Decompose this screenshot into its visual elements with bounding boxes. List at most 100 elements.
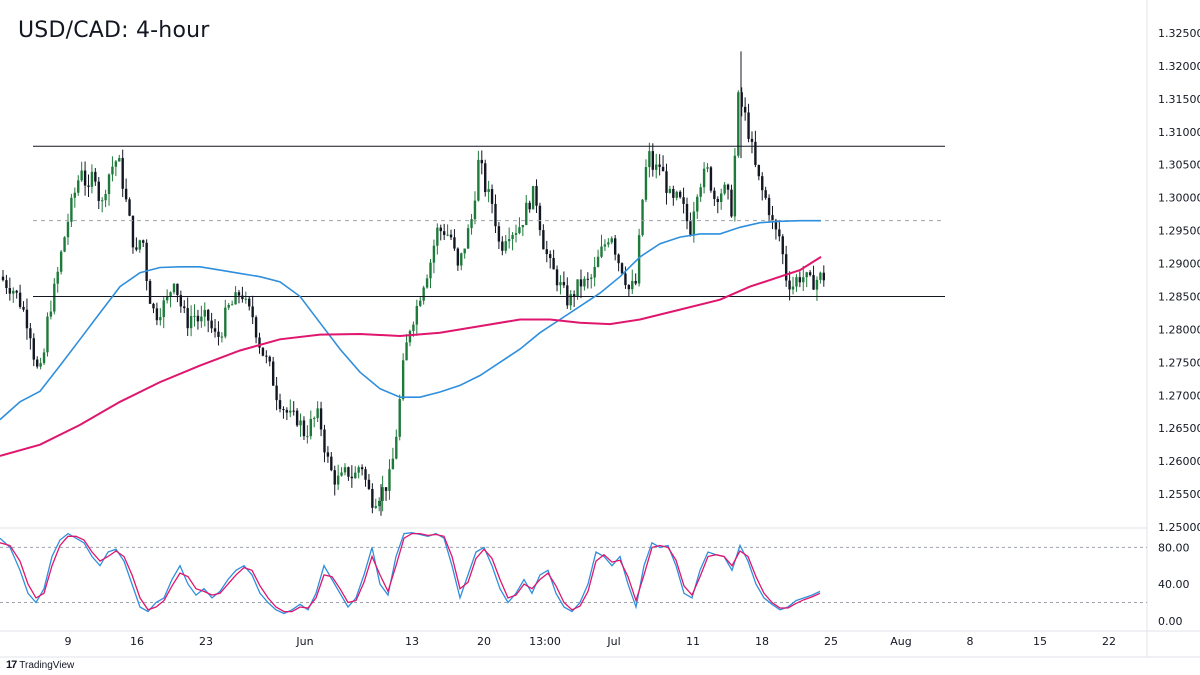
candle[interactable] <box>761 172 764 201</box>
candle[interactable] <box>80 161 83 182</box>
candle[interactable] <box>586 272 590 289</box>
candle[interactable] <box>613 235 617 261</box>
candle[interactable] <box>767 194 771 223</box>
candle[interactable] <box>658 154 661 176</box>
candle[interactable] <box>504 234 507 254</box>
candle[interactable] <box>56 267 59 293</box>
candle[interactable] <box>682 187 685 214</box>
candle[interactable] <box>644 159 648 203</box>
candle[interactable] <box>791 276 795 295</box>
brand-watermark[interactable]: 17 TradingView <box>6 659 74 671</box>
candle[interactable] <box>566 277 569 309</box>
candle[interactable] <box>213 319 217 338</box>
candle[interactable] <box>815 276 819 301</box>
candle[interactable] <box>497 222 501 250</box>
candle[interactable] <box>159 308 162 326</box>
candle[interactable] <box>405 333 408 361</box>
candle[interactable] <box>648 142 651 178</box>
candle[interactable] <box>364 466 367 487</box>
candle[interactable] <box>357 465 360 479</box>
candle[interactable] <box>319 401 323 437</box>
candle[interactable] <box>552 249 555 270</box>
candle[interactable] <box>788 271 791 301</box>
candle[interactable] <box>726 183 730 200</box>
candle[interactable] <box>685 197 689 230</box>
candle[interactable] <box>627 284 631 297</box>
candle[interactable] <box>747 103 750 143</box>
candle[interactable] <box>562 271 566 289</box>
candle[interactable] <box>189 305 193 337</box>
candle[interactable] <box>374 498 377 509</box>
candle[interactable] <box>607 238 610 248</box>
candle[interactable] <box>66 213 70 245</box>
candle[interactable] <box>90 164 94 194</box>
candle[interactable] <box>138 239 141 253</box>
candle[interactable] <box>743 97 747 121</box>
candle[interactable] <box>456 247 460 271</box>
candle[interactable] <box>651 143 654 177</box>
candle[interactable] <box>672 185 675 206</box>
candle[interactable] <box>32 333 35 367</box>
candle[interactable] <box>292 401 295 416</box>
candle[interactable] <box>531 185 535 210</box>
candle[interactable] <box>460 252 463 271</box>
candle[interactable] <box>798 271 802 288</box>
stoch-d-line[interactable] <box>0 532 821 613</box>
candle[interactable] <box>152 302 155 314</box>
candle[interactable] <box>227 302 230 310</box>
candle[interactable] <box>655 153 658 179</box>
candle[interactable] <box>87 174 90 198</box>
candle[interactable] <box>83 161 87 196</box>
candle[interactable] <box>675 190 678 201</box>
candle[interactable] <box>330 452 333 472</box>
candle[interactable] <box>230 300 234 306</box>
candle[interactable] <box>781 234 784 265</box>
candle[interactable] <box>241 286 244 303</box>
candle[interactable] <box>25 298 29 340</box>
candle[interactable] <box>391 447 395 470</box>
candle[interactable] <box>470 213 473 235</box>
stoch-k-line[interactable] <box>0 532 821 615</box>
candle[interactable] <box>97 176 100 210</box>
candle[interactable] <box>268 355 271 367</box>
candle[interactable] <box>593 257 596 287</box>
candle[interactable] <box>155 302 159 326</box>
candle[interactable] <box>737 90 740 158</box>
candle[interactable] <box>696 194 699 219</box>
candle[interactable] <box>248 296 251 311</box>
candle[interactable] <box>100 197 104 213</box>
candle[interactable] <box>8 277 12 301</box>
candle[interactable] <box>162 296 165 329</box>
candle[interactable] <box>278 393 282 413</box>
candle[interactable] <box>210 312 213 333</box>
candle[interactable] <box>802 266 805 291</box>
candle[interactable] <box>764 186 767 200</box>
candle[interactable] <box>224 299 227 339</box>
candle[interactable] <box>323 424 326 463</box>
candle[interactable] <box>439 224 442 241</box>
candle[interactable] <box>251 295 254 324</box>
candle[interactable] <box>316 401 319 423</box>
candle[interactable] <box>217 321 220 346</box>
candle[interactable] <box>36 356 39 369</box>
candle[interactable] <box>432 239 436 274</box>
candle[interactable] <box>333 465 336 496</box>
candle[interactable] <box>12 287 15 303</box>
candle[interactable] <box>446 224 449 237</box>
stochastic-pane[interactable] <box>0 532 1147 615</box>
candle[interactable] <box>128 197 131 217</box>
candle[interactable] <box>196 309 200 330</box>
candle[interactable] <box>819 271 822 284</box>
candle[interactable] <box>631 269 634 294</box>
candle[interactable] <box>757 164 761 181</box>
candle[interactable] <box>422 285 425 305</box>
candle[interactable] <box>73 187 77 208</box>
candle[interactable] <box>145 239 148 291</box>
candle[interactable] <box>603 239 607 251</box>
candle[interactable] <box>46 312 49 357</box>
candle[interactable] <box>449 229 453 240</box>
price-axis[interactable]: 1.25000 1.25500 1.26000 1.26500 1.27000 1.275… <box>1158 27 1200 628</box>
candle[interactable] <box>388 459 391 500</box>
candle[interactable] <box>104 189 107 208</box>
candle[interactable] <box>118 154 121 162</box>
